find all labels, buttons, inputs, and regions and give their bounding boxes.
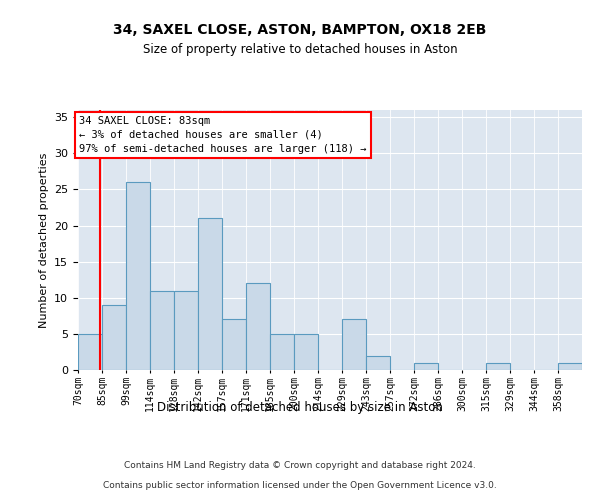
- Bar: [558, 363, 582, 370]
- Text: Contains public sector information licensed under the Open Government Licence v3: Contains public sector information licen…: [103, 480, 497, 490]
- Bar: [486, 363, 510, 370]
- Bar: [102, 305, 126, 370]
- Y-axis label: Number of detached properties: Number of detached properties: [38, 152, 49, 328]
- Bar: [198, 218, 222, 370]
- Text: Size of property relative to detached houses in Aston: Size of property relative to detached ho…: [143, 42, 457, 56]
- Bar: [246, 284, 270, 370]
- Bar: [342, 320, 366, 370]
- Bar: [126, 182, 150, 370]
- Text: 34 SAXEL CLOSE: 83sqm
← 3% of detached houses are smaller (4)
97% of semi-detach: 34 SAXEL CLOSE: 83sqm ← 3% of detached h…: [79, 116, 367, 154]
- Bar: [222, 320, 246, 370]
- Text: Distribution of detached houses by size in Aston: Distribution of detached houses by size …: [157, 401, 443, 414]
- Bar: [294, 334, 318, 370]
- Bar: [414, 363, 438, 370]
- Bar: [366, 356, 390, 370]
- Bar: [174, 290, 198, 370]
- Bar: [270, 334, 294, 370]
- Text: Contains HM Land Registry data © Crown copyright and database right 2024.: Contains HM Land Registry data © Crown c…: [124, 460, 476, 469]
- Text: 34, SAXEL CLOSE, ASTON, BAMPTON, OX18 2EB: 34, SAXEL CLOSE, ASTON, BAMPTON, OX18 2E…: [113, 22, 487, 36]
- Bar: [150, 290, 174, 370]
- Bar: [78, 334, 102, 370]
